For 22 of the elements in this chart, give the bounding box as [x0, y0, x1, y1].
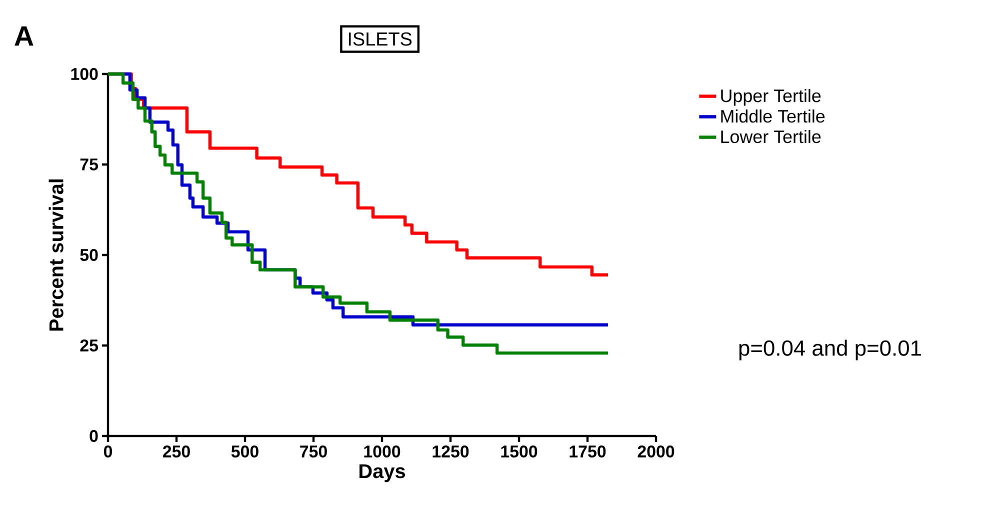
- x-tick-label: 2000: [638, 446, 674, 458]
- legend-label: Upper Tertile: [721, 89, 821, 106]
- chart-title: ISLETS: [348, 32, 412, 46]
- y-tick-label: 25: [80, 339, 98, 352]
- x-tick-label: 1000: [364, 446, 400, 458]
- x-tick-label: 1500: [501, 446, 538, 458]
- x-tick-label: 0: [104, 446, 112, 458]
- x-tick-label: 500: [231, 446, 258, 458]
- x-tick-label: 1750: [570, 446, 606, 458]
- y-tick-label: 0: [90, 430, 98, 442]
- x-tick-label: 1250: [432, 446, 469, 458]
- text: A: [14, 26, 34, 46]
- y-tick-label: 75: [80, 158, 98, 170]
- x-axis-title: Days: [360, 464, 405, 482]
- y-tick-label: 100: [71, 68, 98, 80]
- x-tick-label: 750: [300, 446, 327, 458]
- text: p=0.04 and p=0.01: [739, 340, 921, 360]
- legend-label: Middle Tertile: [721, 109, 825, 123]
- legend-label: Lower Tertile: [721, 130, 821, 144]
- y-axis-title: Percent survival: [48, 179, 64, 331]
- x-tick-label: 250: [162, 446, 190, 458]
- y-tick-label: 50: [80, 248, 98, 261]
